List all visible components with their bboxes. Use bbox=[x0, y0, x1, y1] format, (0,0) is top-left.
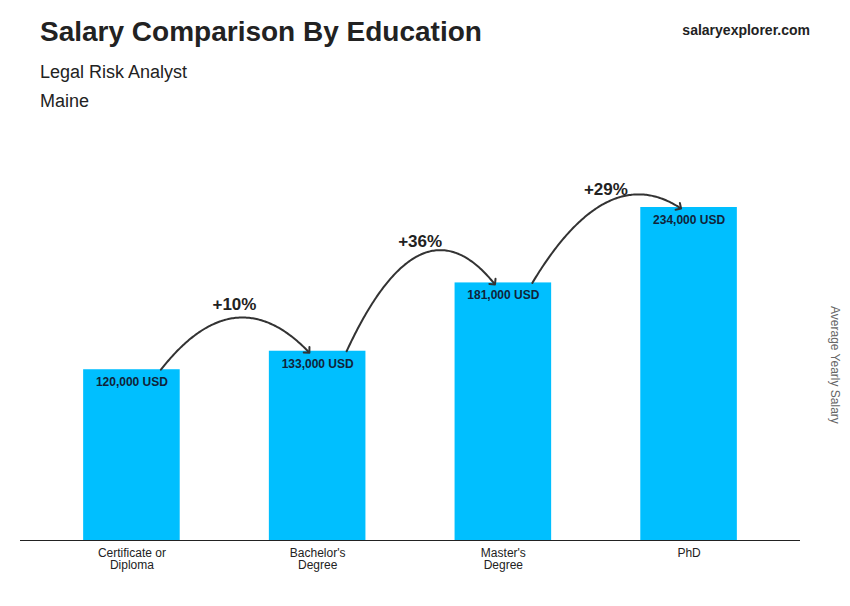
svg-text:Bachelor'sDegree: Bachelor'sDegree bbox=[290, 546, 346, 572]
html-text:Salary Comparison By Education: Salary Comparison By Education bbox=[40, 16, 482, 47]
html-text:Average Yearly Salary: Average Yearly Salary bbox=[828, 306, 842, 424]
svg-text:120,000 USD: 120,000 USD bbox=[96, 375, 168, 389]
svg-text:Certificate orDiploma: Certificate orDiploma bbox=[98, 546, 166, 572]
html-text:Maine: Maine bbox=[40, 91, 89, 111]
svg-text:+36%: +36% bbox=[398, 232, 442, 251]
html-text:salaryexplorer.com: salaryexplorer.com bbox=[682, 22, 810, 38]
svg-text:133,000 USD: 133,000 USD bbox=[282, 357, 354, 371]
svg-text:Master'sDegree: Master'sDegree bbox=[481, 546, 526, 572]
svg-text:181,000 USD: 181,000 USD bbox=[467, 288, 539, 302]
svg-text:+29%: +29% bbox=[584, 180, 628, 199]
svg-text:PhD: PhD bbox=[677, 546, 701, 560]
html-text:Legal Risk Analyst: Legal Risk Analyst bbox=[40, 62, 188, 82]
svg-text:234,000 USD: 234,000 USD bbox=[653, 213, 725, 227]
svg-text:+10%: +10% bbox=[212, 295, 256, 314]
